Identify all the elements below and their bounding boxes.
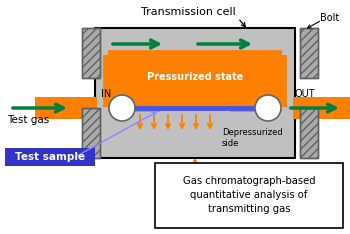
Text: OUT: OUT <box>295 89 315 99</box>
Text: IN: IN <box>101 89 111 99</box>
Bar <box>300 28 318 78</box>
Bar <box>35 97 97 119</box>
Bar <box>5 148 95 166</box>
Text: Pressurized state: Pressurized state <box>147 72 243 82</box>
Bar <box>300 108 318 158</box>
Bar <box>82 108 100 158</box>
Bar <box>82 108 100 158</box>
Circle shape <box>255 95 281 121</box>
Text: Test gas: Test gas <box>7 115 49 125</box>
Bar <box>95 28 295 158</box>
Bar <box>300 108 318 158</box>
Bar <box>108 55 282 107</box>
Bar <box>82 28 100 78</box>
Text: Gas chromatograph-based
quantitative analysis of
transmitting gas: Gas chromatograph-based quantitative ana… <box>183 176 315 214</box>
Bar <box>293 97 350 119</box>
Bar <box>82 28 100 78</box>
Circle shape <box>109 95 135 121</box>
Text: Bolt: Bolt <box>320 13 339 23</box>
Text: Transmission cell: Transmission cell <box>141 7 235 17</box>
Bar <box>155 163 343 228</box>
Text: Test sample: Test sample <box>15 152 85 162</box>
Bar <box>300 28 318 78</box>
Text: Depressurized
side: Depressurized side <box>222 128 283 148</box>
